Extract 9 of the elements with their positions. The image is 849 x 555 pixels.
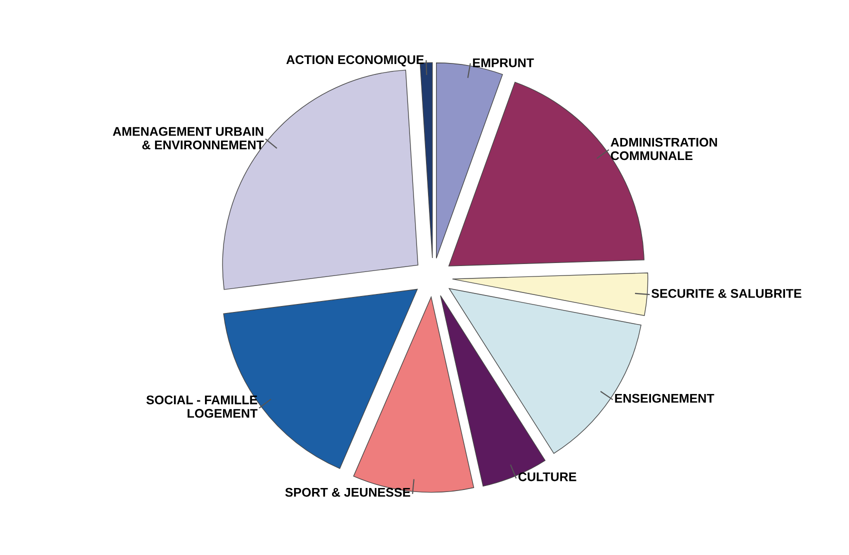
slice-label: ENSEIGNEMENT	[615, 394, 714, 403]
slice-label: AMENAGEMENT URBAIN & ENVIRONNEMENT	[112, 127, 264, 150]
slice-label: SECURITE & SALUBRITE	[651, 289, 802, 298]
slice-label: EMPRUNT	[473, 58, 534, 68]
slice-label: SOCIAL - FAMILLE LOGEMENT	[146, 395, 258, 418]
slice-label: CULTURE	[518, 472, 576, 482]
slice-label: SPORT & JEUNESSE	[285, 488, 410, 497]
slice-label: ACTION ECONOMIQUE	[286, 55, 424, 66]
slice-label: ADMINISTRATION COMMUNALE	[610, 138, 717, 160]
